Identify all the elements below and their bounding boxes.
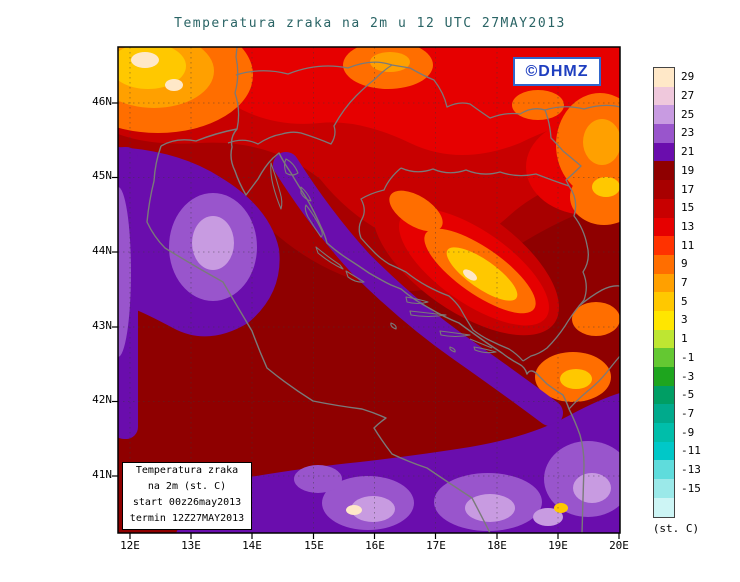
colorbar-level-label: 1 [681, 332, 688, 346]
colorbar-level-label: 27 [681, 89, 695, 103]
lat-label: 45N [92, 169, 112, 182]
lat-label: 43N [92, 319, 112, 332]
colorbar-swatch [654, 497, 674, 517]
colorbar-swatch [654, 348, 674, 367]
colorbar-swatch [654, 161, 674, 181]
colorbar-swatch [654, 460, 674, 480]
dhmz-logo: ©DHMZ [513, 57, 601, 86]
lon-label: 15E [304, 539, 324, 552]
country-borders [227, 47, 620, 410]
colorbar-level-label: -13 [681, 463, 701, 477]
colorbar-level-label: 7 [681, 276, 688, 290]
info-line: start 00z26may2013 [132, 497, 242, 508]
colorbar-swatch [654, 105, 674, 125]
lat-label: 42N [92, 393, 112, 406]
colorbar-level-label: 15 [681, 201, 695, 215]
info-line: Temperatura zraka [135, 465, 239, 476]
colorbar-level-label: -11 [681, 444, 701, 458]
colorbar-level-label: 29 [681, 70, 695, 84]
lon-label: 17E [426, 539, 446, 552]
colorbar-level-label: 5 [681, 294, 688, 308]
info-line: termin 12Z27MAY2013 [129, 513, 245, 524]
colorbar-swatch [654, 217, 674, 237]
lon-label: 18E [487, 539, 507, 552]
colorbar-unit-label: (st. C) [652, 522, 700, 535]
temperature-map [112, 46, 621, 539]
colorbar-level-label: 25 [681, 107, 695, 121]
colorbar-level-label: 17 [681, 182, 695, 196]
coastlines [146, 128, 585, 533]
lon-label: 19E [548, 539, 568, 552]
colorbar-level-label: -15 [681, 481, 701, 495]
colorbar-swatch [654, 142, 674, 162]
dhmz-logo-text: ©DHMZ [525, 62, 589, 80]
colorbar-level-label: 23 [681, 126, 695, 140]
colorbar-swatch [654, 86, 674, 106]
colorbar-swatch [654, 292, 674, 311]
info-line: na 2m (st. C) [147, 481, 227, 492]
colorbar-level-label: 13 [681, 219, 695, 233]
axis-ticks [112, 102, 620, 539]
colorbar-level-label: 3 [681, 313, 688, 327]
map-frame [117, 46, 621, 534]
colorbar-swatch [654, 198, 674, 218]
colorbar-swatch [654, 423, 674, 442]
colorbar-swatch [654, 385, 674, 405]
lon-label: 16E [365, 539, 385, 552]
colorbar-swatch [654, 479, 674, 498]
colorbar-level-label: 9 [681, 257, 688, 271]
colorbar-level-label: 19 [681, 163, 695, 177]
colorbar-swatch [654, 68, 674, 87]
lat-label: 41N [92, 468, 112, 481]
colorbar-level-label: -5 [681, 388, 695, 402]
lat-label: 46N [92, 95, 112, 108]
page-title: Temperatura zraka na 2m u 12 UTC 27MAY20… [174, 16, 566, 31]
islands [270, 158, 497, 354]
colorbar-level-label: 21 [681, 145, 695, 159]
colorbar-swatch [654, 310, 674, 330]
colorbar-swatch [654, 404, 674, 424]
lon-label: 12E [120, 539, 140, 552]
colorbar-swatch [654, 273, 674, 293]
colorbar-swatch [654, 441, 674, 461]
colorbar-swatch [654, 254, 674, 274]
colorbar-level-label: -7 [681, 406, 695, 420]
colorbar-swatch [654, 124, 674, 143]
lon-label: 20E [609, 539, 629, 552]
temperature-field [118, 47, 620, 533]
colorbar-swatch [654, 236, 674, 255]
grid-lines [118, 47, 620, 533]
lon-label: 14E [242, 539, 262, 552]
lat-label: 44N [92, 244, 112, 257]
colorbar-level-label: -9 [681, 425, 695, 439]
colorbar: 29 27 25 23 21 19 17 15 13 11 9 7 5 3 1 -1 -3 -5 -7 -9 -11 -1… [653, 67, 701, 518]
colorbar-swatch [654, 367, 674, 386]
lon-label: 13E [181, 539, 201, 552]
colorbar-swatch [654, 329, 674, 349]
run-info-box: Temperatura zraka na 2m (st. C) start 00… [122, 462, 252, 530]
colorbar-level-label: -3 [681, 369, 695, 383]
colorbar-swatch [654, 180, 674, 199]
colorbar-level-label: 11 [681, 238, 695, 252]
colorbar-level-label: -1 [681, 350, 695, 364]
